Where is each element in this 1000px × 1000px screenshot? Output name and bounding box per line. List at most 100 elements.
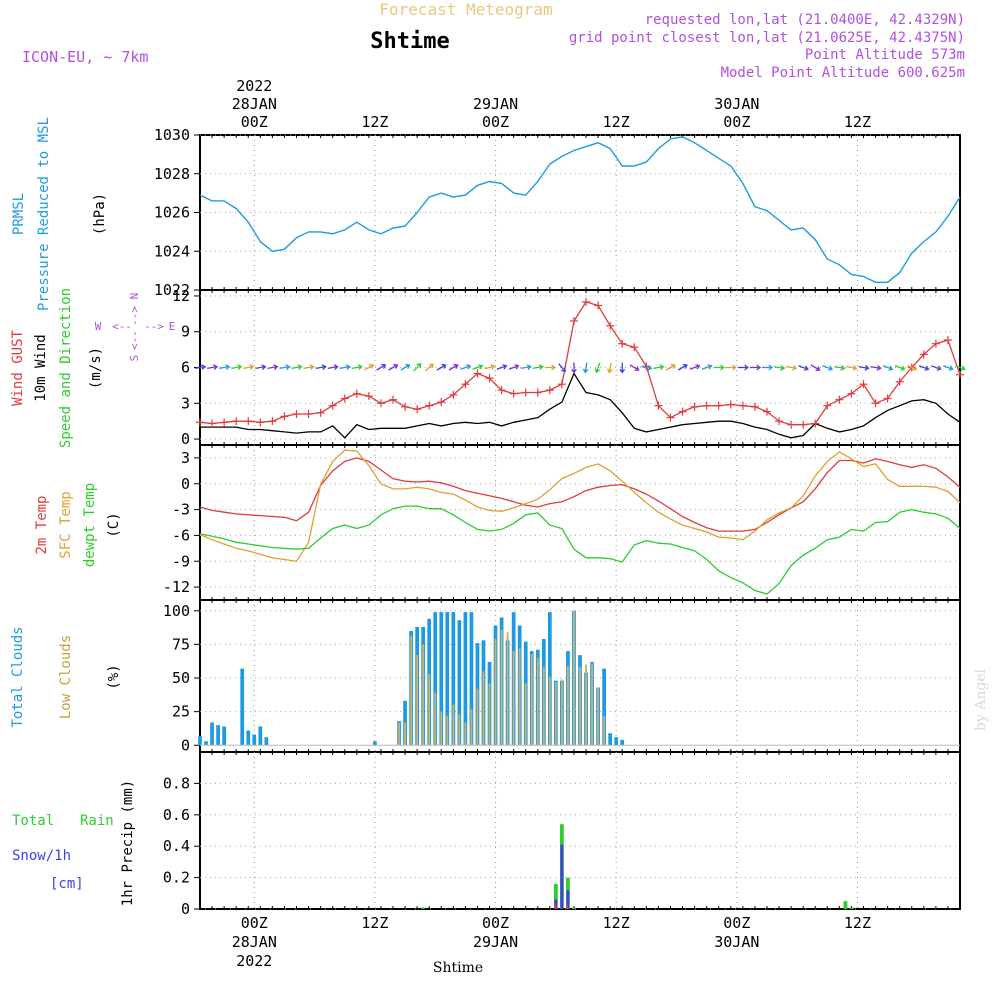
wind-arrow <box>930 365 941 370</box>
wind-gust-label: Wind GUST <box>10 330 26 406</box>
wind-arrow-head <box>309 364 315 370</box>
tick-label-y: -3 <box>172 501 190 519</box>
footer-location: Shtime <box>433 960 483 976</box>
time-tick-top: 00Z <box>241 113 268 131</box>
date-label-top: 28JAN <box>232 95 277 113</box>
tick-label-y: 75 <box>172 635 190 653</box>
wind-arrow-head <box>237 364 243 370</box>
wind-arrow <box>558 363 566 372</box>
time-tick-top: 00Z <box>723 113 750 131</box>
wind-arrow-head <box>768 364 774 371</box>
wind-arrow <box>315 365 326 370</box>
requested-coords: requested lon,lat (21.0400E, 42.4329N) <box>645 12 965 28</box>
tick-label-y: 0.8 <box>163 774 190 792</box>
cloud-low-bar <box>512 651 515 746</box>
wind-arrow-head <box>900 365 906 371</box>
wind-arrow <box>339 365 350 370</box>
prmsl-label: PRMSL <box>11 193 27 235</box>
cloud-total-bar <box>216 725 220 746</box>
cloud-low-bar <box>518 648 521 746</box>
wind-arrow <box>376 364 386 371</box>
wind-arrow-head <box>345 364 351 370</box>
time-tick-bottom: 12Z <box>361 914 388 932</box>
wind-arrow-head <box>682 363 688 369</box>
celsius-label: (C) <box>106 512 122 537</box>
tick-label-y: 0 <box>181 736 190 754</box>
wind-arrow-head <box>803 365 809 371</box>
dewpt-label: dewpt Temp <box>82 483 98 567</box>
wind-arrow-head <box>538 364 544 370</box>
wind-labels: Wind GUST 10m Wind Speed and Direction (… <box>10 288 175 448</box>
wind-arrow <box>255 365 266 370</box>
wind-arrow-head <box>225 364 231 370</box>
cloud-low-bar <box>488 683 491 746</box>
wind-arrow <box>918 365 929 370</box>
wind-arrow-head <box>707 364 713 370</box>
wind-arrow <box>364 364 374 371</box>
cloud-low-bar <box>440 711 443 746</box>
wind-arrow-head <box>912 365 918 371</box>
cloud-low-bar <box>410 636 413 746</box>
wind-arrow <box>351 365 362 370</box>
cloud-total-bar <box>204 741 208 746</box>
wind-arrow-head <box>571 368 577 374</box>
wind-arrows <box>194 362 966 374</box>
wind-arrow-head <box>357 364 363 370</box>
wind-arrow <box>846 365 857 370</box>
wind-arrow <box>532 365 543 370</box>
panel-frame <box>199 751 961 910</box>
cloud-total-bar <box>210 722 214 746</box>
time-tick-bottom: 12Z <box>603 914 630 932</box>
wind-arrow-head <box>594 368 601 374</box>
wind-arrow-head <box>526 364 532 370</box>
wind-arrow <box>327 365 338 370</box>
wind-arrow-head <box>333 364 339 370</box>
wind-arrow-head <box>261 364 267 370</box>
wind-arrow <box>629 364 639 371</box>
cloud-total-bar <box>198 735 202 746</box>
wind-arrow-head <box>249 364 255 370</box>
wind-arrow-head <box>647 365 653 371</box>
wind-arrow <box>291 365 302 370</box>
wind-arrow-head <box>381 363 387 369</box>
cloud-total-bar <box>258 726 263 746</box>
cloud-total-bar <box>222 726 226 746</box>
wind-arrow-head <box>502 364 508 370</box>
wind-arrow <box>943 365 953 370</box>
wind-arrow-head <box>744 364 749 371</box>
wind-arrow <box>413 363 422 372</box>
wind-arrow-head <box>670 363 676 369</box>
cloud-total-bar <box>614 737 619 746</box>
date-label-bottom: 29JAN <box>473 933 518 951</box>
cloud-low-bar <box>500 629 503 746</box>
cloud-low-bar <box>452 704 455 746</box>
watermark: by Angel <box>973 668 989 731</box>
wind-arrow <box>484 365 495 370</box>
compass-s: S <box>128 355 141 362</box>
wind-arrow <box>834 365 845 370</box>
time-tick-top: 12Z <box>844 113 871 131</box>
wind-arrow <box>194 365 206 370</box>
wind-arrow-head <box>441 363 447 369</box>
tick-label-y: 6 <box>181 359 190 377</box>
wind-arrow-head <box>429 363 434 369</box>
wind-arrow <box>786 365 797 370</box>
wind-arrow <box>496 365 507 370</box>
wind-speed-dir-label: Speed and Direction <box>58 288 74 448</box>
cloud-low-bar <box>458 714 461 746</box>
wind-arrow-head <box>478 364 484 370</box>
cloud-low-bar <box>554 682 557 746</box>
cloud-low-bar <box>524 683 527 746</box>
hpa-label: (hPa) <box>92 193 108 235</box>
precip-snow-bar <box>566 890 570 909</box>
wind-arrow-head <box>876 365 882 371</box>
precip-total-bar <box>554 883 558 909</box>
tick-label-y: 100 <box>163 602 190 620</box>
cloud-total-bar <box>457 620 462 746</box>
precip-total-bar <box>849 907 854 909</box>
rain-label: Rain <box>80 813 114 829</box>
cloud-low-bar <box>506 632 509 746</box>
wind-arrow <box>858 365 869 370</box>
compass-right-arrow: --> <box>144 320 164 333</box>
